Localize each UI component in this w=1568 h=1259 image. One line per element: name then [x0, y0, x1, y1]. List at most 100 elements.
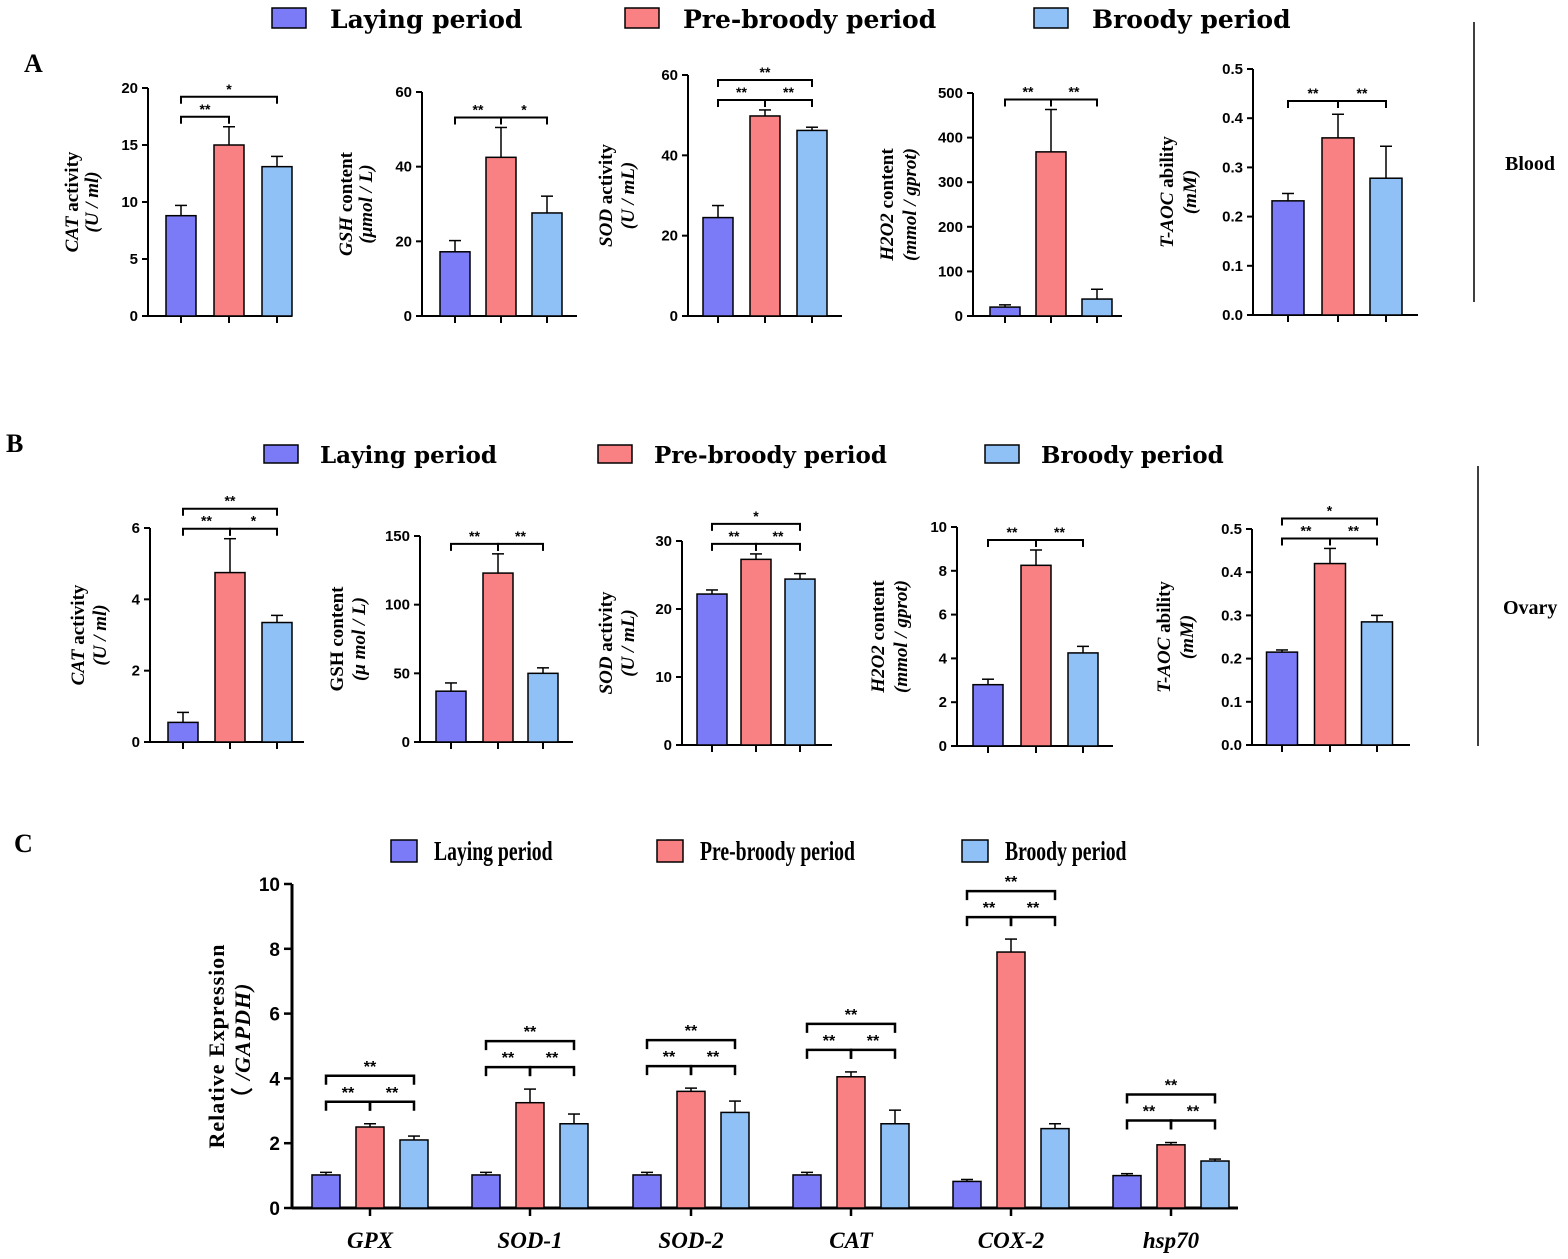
x-category-label: CAT	[829, 1228, 873, 1253]
significance-bracket	[180, 95, 278, 104]
legend-swatch-laying	[263, 444, 299, 464]
significance-bracket	[1329, 537, 1378, 546]
y-axis-label-text: activity	[62, 151, 83, 216]
y-tick-label: 100	[385, 597, 410, 614]
significance-label: **	[1069, 84, 1080, 100]
y-tick-label: 0.4	[1221, 564, 1243, 581]
y-tick-label: 0	[664, 737, 672, 754]
bar-prebroody	[515, 1101, 545, 1209]
significance-label: *	[251, 513, 257, 529]
y-axis-unit: (μmol / L)	[356, 164, 377, 243]
y-tick-label: 40	[395, 159, 412, 176]
significance-label: **	[1301, 522, 1312, 538]
significance-bracket	[182, 527, 231, 536]
panel-letter-c: C	[14, 829, 33, 858]
y-tick-label: 0.5	[1221, 521, 1242, 538]
significance-label: *	[753, 508, 759, 524]
significance-bracket	[717, 78, 813, 87]
y-axis-label: T-AOC ability	[1157, 136, 1178, 248]
y-axis-unit: (U / ml)	[82, 171, 103, 232]
bar-broody	[1369, 177, 1403, 316]
significance-bracket	[229, 527, 278, 536]
x-category-label: SOD-1	[497, 1228, 562, 1253]
legend-middle: Laying period Pre-broody period Broody p…	[263, 442, 1224, 469]
y-axis-unit: (U / mL)	[618, 162, 639, 230]
chart-a5: 0.0 0.1 0.2 0.3 0.4 0.5 ** ** T-AOC ability (mM)	[1157, 61, 1418, 324]
significance-bracket	[1009, 915, 1057, 927]
y-axis-label-italic: SOD	[596, 209, 617, 247]
y-axis-label: SOD activity	[596, 591, 617, 694]
y-tick-label: 15	[121, 137, 138, 154]
significance-bracket	[805, 1048, 853, 1059]
y-tick-label: 0.2	[1221, 651, 1242, 668]
significance-bracket	[182, 507, 278, 516]
significance-bracket	[180, 115, 230, 124]
y-axis-label: SOD activity	[596, 144, 617, 247]
bar-prebroody	[1020, 564, 1052, 747]
significance-label: **	[736, 84, 747, 100]
significance-label: **	[867, 1033, 880, 1050]
y-axis-unit-text: /GAPDH)	[230, 983, 255, 1087]
bar-prebroody	[1321, 137, 1355, 316]
side-label-ovary: Ovary	[1503, 597, 1557, 619]
y-tick-label: 6	[132, 520, 140, 537]
y-tick-label: 0.0	[1221, 737, 1242, 754]
y-axis-label: CAT activity	[62, 151, 83, 252]
y-tick-label: 5	[130, 251, 138, 268]
significance-label: **	[1187, 1104, 1200, 1121]
significance-label: **	[773, 528, 784, 544]
y-tick-label: 2	[269, 1134, 280, 1155]
significance-bracket	[717, 98, 766, 107]
legend-label-broody: Broody period	[1005, 837, 1127, 867]
y-tick-label: 300	[938, 174, 963, 191]
y-tick-label: 0.3	[1222, 159, 1243, 176]
significance-bracket	[711, 522, 801, 531]
legend-swatch-prebroody	[656, 839, 684, 863]
y-axis-unit: （ /GAPDH)	[230, 983, 255, 1110]
bar-broody	[399, 1139, 429, 1209]
bar-broody	[527, 672, 559, 743]
bar-laying	[471, 1174, 501, 1209]
y-tick-label: 0.1	[1221, 694, 1242, 711]
x-category-label: SOD-2	[658, 1228, 723, 1253]
y-tick-label: 0	[269, 1199, 280, 1220]
significance-label: **	[201, 513, 212, 529]
significance-bracket	[497, 542, 544, 551]
y-tick-label: 100	[938, 263, 963, 280]
y-tick-label: 0.1	[1222, 258, 1243, 275]
bar-laying	[165, 214, 197, 317]
y-axis-label-text: content	[336, 151, 357, 217]
significance-bracket	[849, 1048, 897, 1059]
y-axis-label-text: activity	[596, 144, 617, 209]
bar-prebroody	[740, 558, 772, 746]
bar-broody	[531, 212, 563, 317]
significance-label: **	[364, 1059, 377, 1076]
y-tick-label: 0	[402, 734, 410, 751]
bar-laying	[792, 1174, 822, 1209]
y-axis-unit: (mmol / gprot)	[900, 148, 921, 261]
significance-bracket	[324, 1100, 372, 1111]
x-category-label: hsp70	[1143, 1228, 1200, 1253]
y-axis-label-text: activity	[68, 584, 89, 649]
significance-label: **	[546, 1050, 559, 1067]
significance-bracket	[645, 1038, 737, 1050]
significance-bracket	[645, 1064, 693, 1076]
significance-label: **	[469, 528, 480, 544]
bar-prebroody	[214, 571, 246, 743]
y-axis-label-italic: SOD	[596, 656, 617, 694]
y-tick-label: 20	[655, 601, 672, 618]
bar-laying	[1271, 200, 1305, 316]
y-axis-label: GSH content	[327, 586, 348, 692]
side-label-blood: Blood	[1505, 153, 1555, 175]
significance-label: **	[760, 64, 771, 80]
significance-bracket	[454, 116, 502, 125]
legend-swatch-broody	[1033, 7, 1069, 29]
y-tick-label: 2	[939, 694, 947, 711]
bar-laying	[972, 683, 1004, 747]
significance-bracket	[1035, 538, 1084, 547]
x-category-label: COX-2	[978, 1228, 1044, 1253]
significance-bracket	[1281, 517, 1378, 526]
significance-label: **	[1165, 1078, 1178, 1095]
